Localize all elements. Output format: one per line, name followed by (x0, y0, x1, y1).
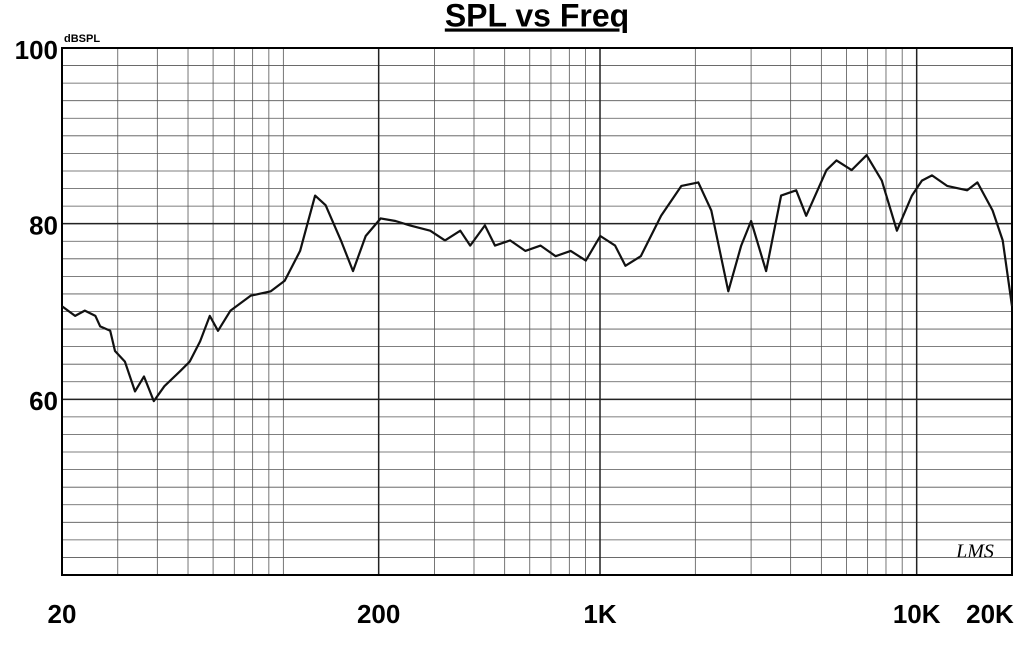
y-unit: dBSPL (64, 33, 100, 45)
y-tick-label: 60 (29, 386, 58, 416)
x-tick-label: 10K (893, 599, 941, 629)
x-tick-label: 200 (357, 599, 400, 629)
chart-title: SPL vs Freq (445, 0, 629, 33)
plot-frame (61, 47, 1013, 576)
y-tick-label: 80 (29, 211, 58, 241)
x-tick-label: 1K (583, 599, 616, 629)
x-tick-label: 20 (48, 599, 77, 629)
annotation: LMS (955, 541, 994, 563)
x-tick-label: 20K (966, 599, 1014, 629)
y-tick-label: 100 (15, 35, 58, 65)
spl-line (61, 154, 1014, 403)
